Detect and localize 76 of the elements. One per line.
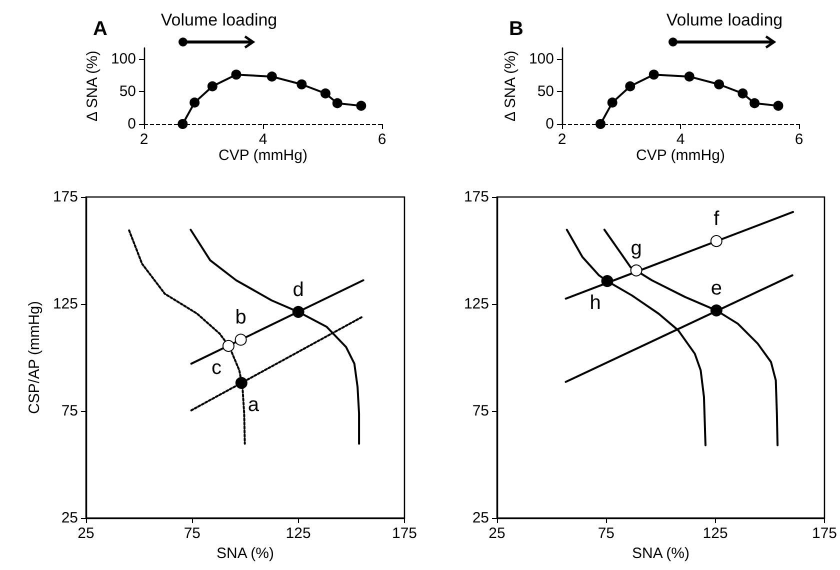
point: [601, 275, 614, 288]
y-tick-label: 75: [472, 402, 489, 420]
line-series: [190, 228, 360, 445]
y-tick-label: 175: [52, 188, 78, 206]
x-tick-label: 125: [286, 525, 311, 542]
annotation: g: [630, 237, 642, 260]
line-series: [128, 229, 246, 445]
point: [320, 88, 330, 98]
y-tick-label: 125: [52, 296, 78, 312]
y-tick-label: 125: [464, 296, 489, 312]
annotation: c: [211, 356, 222, 379]
x-tick-label: 6: [794, 131, 804, 148]
x-tick-label: 4: [676, 131, 685, 148]
line-series: [603, 228, 779, 446]
x-axis-title: SNA (%): [216, 544, 274, 562]
y-tick-label: 100: [528, 50, 554, 68]
point: [738, 88, 748, 98]
point: [714, 79, 724, 90]
annotation: b: [235, 306, 246, 329]
y-axis-title: CSP/AP (mmHg): [26, 300, 43, 414]
annotation: f: [714, 208, 720, 230]
y-axis-title: Δ SNA (%): [502, 50, 520, 122]
point: [190, 98, 200, 108]
x-tick-label: 2: [140, 131, 148, 148]
point: [625, 81, 636, 92]
point: [234, 334, 247, 346]
x-axis-title: SNA (%): [632, 544, 690, 562]
x-tick-label: 175: [392, 525, 417, 542]
annotation: h: [590, 292, 601, 314]
y-tick-label: 50: [537, 83, 554, 100]
point: [332, 98, 342, 108]
point: [266, 72, 277, 82]
point: [630, 264, 642, 276]
x-tick-label: 25: [488, 525, 506, 542]
text: Volume loading: [160, 10, 278, 30]
point: [710, 304, 722, 316]
point: [596, 119, 606, 129]
x-tick-label: 75: [184, 525, 201, 542]
point: [235, 376, 248, 389]
y-tick-label: 100: [110, 50, 136, 68]
point: [684, 72, 694, 82]
x-tick-label: 6: [378, 131, 386, 148]
point: [356, 100, 366, 111]
point: [607, 98, 618, 108]
chart-title: A: [93, 18, 108, 40]
x-tick-label: 125: [702, 525, 728, 542]
y-tick-label: 0: [128, 116, 136, 132]
point: [292, 306, 304, 318]
x-axis-title: CVP (mmHg): [636, 147, 725, 164]
x-tick-label: 2: [558, 131, 566, 148]
point: [710, 235, 722, 248]
text: Volume loading: [666, 10, 783, 30]
point: [178, 119, 188, 129]
y-tick-label: 75: [61, 402, 78, 420]
point: [207, 81, 218, 92]
y-tick-label: 175: [464, 188, 489, 206]
annotation: a: [248, 394, 260, 416]
point: [222, 340, 234, 352]
x-tick-label: 75: [598, 525, 615, 542]
x-tick-label: 4: [258, 131, 268, 148]
y-tick-label: 0: [546, 116, 554, 132]
x-tick-label: 25: [78, 525, 94, 542]
y-tick-label: 25: [472, 510, 489, 526]
chart-title: B: [509, 18, 524, 40]
point: [231, 70, 242, 80]
annotation: d: [292, 278, 304, 301]
y-tick-label: 25: [61, 510, 78, 526]
x-tick-label: 175: [812, 525, 837, 542]
x-axis-title: CVP (mmHg): [218, 147, 308, 164]
point: [750, 98, 760, 108]
annotation: e: [710, 277, 722, 300]
y-tick-label: 50: [119, 83, 136, 100]
point: [296, 79, 307, 90]
y-axis-title: Δ SNA (%): [84, 50, 102, 122]
point: [648, 70, 659, 80]
point: [773, 100, 784, 111]
